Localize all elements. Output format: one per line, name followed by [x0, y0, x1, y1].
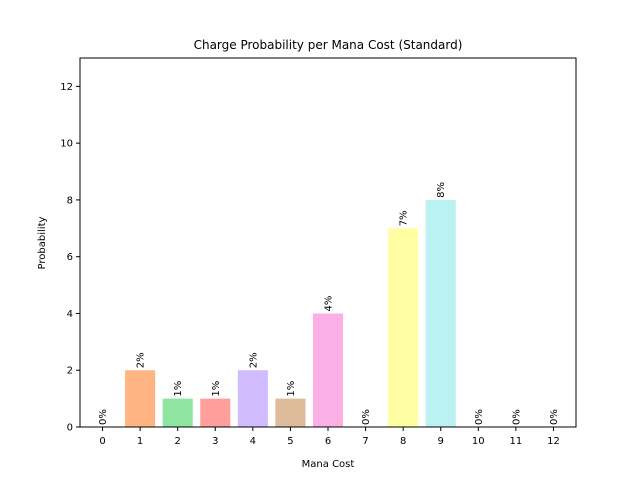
x-tick-label-10: 10	[472, 436, 485, 447]
y-tick-label-12: 12	[60, 82, 73, 93]
x-axis-label: Mana Cost	[302, 459, 355, 470]
data-labels-group: 0% 2% 1% 1% 2% 1% 4% 0% 7% 8% 0% 0% 0%	[98, 182, 560, 425]
bar-6	[312, 313, 344, 427]
data-label-6: 4%	[324, 296, 335, 312]
x-tick-label-0: 0	[99, 436, 105, 447]
bars-group	[125, 199, 456, 427]
data-label-8: 7%	[399, 210, 410, 226]
y-axis-ticks: 0 2 4 6 8 10 12	[60, 82, 80, 434]
x-tick-label-12: 12	[547, 436, 560, 447]
y-tick-label-10: 10	[60, 139, 73, 150]
bar-3	[200, 398, 231, 427]
y-tick-label-4: 4	[67, 309, 73, 320]
x-tick-label-5: 5	[287, 436, 293, 447]
x-tick-label-7: 7	[362, 436, 368, 447]
data-label-5: 1%	[286, 381, 297, 397]
x-tick-label-3: 3	[212, 436, 218, 447]
data-label-0: 0%	[98, 409, 109, 425]
x-tick-label-1: 1	[137, 436, 143, 447]
data-label-9: 8%	[436, 182, 447, 198]
x-tick-label-4: 4	[250, 436, 256, 447]
x-tick-label-9: 9	[438, 436, 444, 447]
y-tick-label-6: 6	[67, 252, 73, 263]
x-axis-ticks: 0 1 2 3 4 5 6 7 8 9 10 11 12	[99, 427, 560, 447]
bar-5	[275, 398, 306, 427]
data-label-3: 1%	[211, 381, 222, 397]
bar-1	[125, 370, 156, 427]
bar-2	[162, 398, 193, 427]
bar-8	[388, 228, 419, 427]
chart-title: Charge Probability per Mana Cost (Standa…	[194, 38, 463, 52]
x-tick-label-2: 2	[175, 436, 181, 447]
data-label-2: 1%	[173, 381, 184, 397]
data-label-10: 0%	[474, 409, 485, 425]
y-tick-label-0: 0	[67, 423, 73, 434]
bar-4	[237, 370, 268, 427]
data-label-12: 0%	[549, 409, 560, 425]
x-tick-label-8: 8	[400, 436, 406, 447]
bar-9	[425, 199, 456, 427]
x-tick-label-11: 11	[510, 436, 523, 447]
data-label-11: 0%	[511, 409, 522, 425]
data-label-7: 0%	[361, 409, 372, 425]
y-tick-label-8: 8	[67, 195, 73, 206]
x-tick-label-6: 6	[325, 436, 331, 447]
y-axis-label: Probability	[37, 216, 48, 269]
data-label-1: 2%	[136, 352, 147, 368]
y-tick-label-2: 2	[67, 366, 73, 377]
data-label-4: 2%	[248, 352, 259, 368]
